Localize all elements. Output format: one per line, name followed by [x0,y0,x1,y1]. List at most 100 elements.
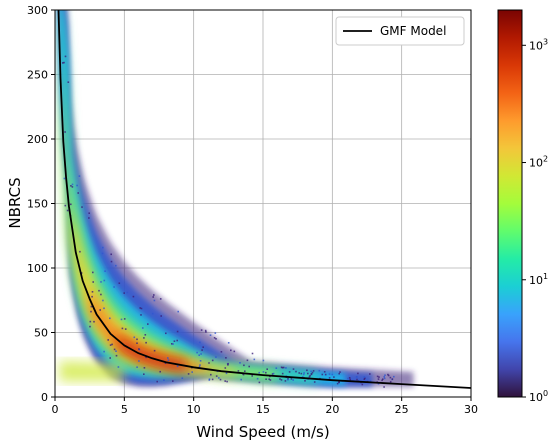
sparse-point [377,378,380,380]
sparse-point [202,346,204,348]
sparse-point [227,362,229,365]
sparse-point [295,370,297,373]
x-axis-label: Wind Speed (m/s) [196,423,329,441]
sparse-point [214,332,217,334]
sparse-point [275,367,278,369]
sparse-point [215,338,217,340]
sparse-point [333,376,335,378]
sparse-point [176,365,179,368]
sparse-point [225,372,228,375]
sparse-point [251,352,254,355]
sparse-point [311,371,314,374]
sparse-point [199,364,201,366]
sparse-point [89,325,91,328]
y-tick-label: 100 [27,262,48,275]
x-tick-label: 15 [256,403,270,416]
sparse-point [281,372,284,375]
sparse-point [303,372,305,374]
sparse-point [302,373,305,376]
sparse-point [309,374,311,377]
sparse-point [339,371,341,373]
sparse-point [138,348,140,350]
sparse-point [167,359,170,361]
y-tick-label: 50 [34,327,48,340]
y-tick-label: 150 [27,198,48,211]
x-tick-label: 10 [187,403,201,416]
sparse-point [310,373,313,375]
sparse-point [282,366,285,369]
x-tick-label: 30 [464,403,478,416]
sparse-point [90,310,92,313]
sparse-point [328,373,331,375]
sparse-point [191,371,193,373]
sparse-point [102,299,104,302]
sparse-point [64,55,67,58]
sparse-point [171,343,173,345]
sparse-point [338,372,340,375]
sparse-point [77,192,79,194]
sparse-point [172,343,174,345]
sparse-point [258,381,261,384]
sparse-point [272,372,275,375]
sparse-point [172,380,174,382]
sparse-point [199,360,202,362]
sparse-point [205,331,207,333]
x-axis-ticks: 0 5 10 15 20 25 30 [52,397,478,416]
sparse-point [152,296,154,298]
legend-box [335,16,465,46]
x-tick-label: 0 [52,403,59,416]
sparse-point [251,375,253,377]
sparse-point [109,357,111,359]
sparse-point [227,342,230,344]
sparse-point [210,373,212,376]
sparse-point [256,377,259,380]
sparse-point [200,353,202,355]
sparse-point [143,373,145,375]
sparse-point [377,382,380,385]
sparse-point [268,378,270,380]
sparse-point [90,305,93,308]
sparse-point [246,359,249,362]
sparse-point [121,327,124,330]
colorbar-tick-label: 102 [529,155,548,170]
sparse-point [113,348,116,351]
sparse-point [110,260,113,263]
sparse-point [211,378,214,381]
sparse-point [136,338,138,341]
sparse-point [133,336,136,339]
sparse-point [71,183,74,186]
sparse-point [338,381,340,384]
sparse-point [209,334,212,336]
sparse-point [290,378,293,380]
sparse-point [313,381,316,383]
sparse-point [92,281,94,283]
sparse-point [269,379,272,381]
sparse-point [120,318,123,321]
sparse-point [323,371,326,373]
sparse-point [89,320,92,323]
sparse-point [312,370,315,372]
y-tick-label: 200 [27,133,48,146]
sparse-point [383,376,385,378]
sparse-point [153,294,155,296]
sparse-point [145,341,147,344]
sparse-point [262,371,265,373]
sparse-point [123,292,125,294]
colorbar-tick-label: 103 [529,37,548,52]
sparse-point [318,369,321,372]
sparse-point [300,372,303,375]
sparse-point [198,354,200,356]
sparse-point [301,376,304,378]
sparse-point [224,380,226,382]
sparse-point [284,380,287,382]
sparse-point [132,295,135,298]
sparse-point [176,339,178,342]
sparse-point [287,378,289,381]
sparse-point [310,370,312,373]
sparse-point [306,369,308,372]
sparse-point [136,366,138,368]
sparse-point [393,375,395,378]
sparse-point [324,373,327,376]
y-axis-ticks: 0 50 100 150 200 250 300 [27,4,55,404]
sparse-point [253,358,256,361]
